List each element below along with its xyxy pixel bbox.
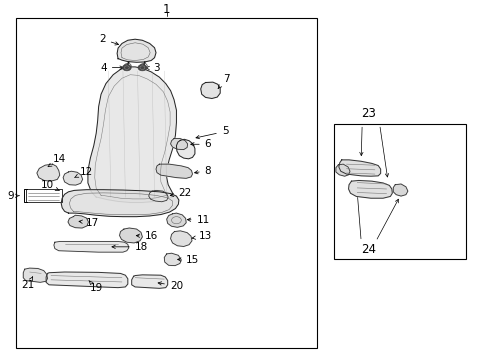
- Text: 22: 22: [170, 188, 191, 198]
- Text: 19: 19: [89, 280, 102, 293]
- Polygon shape: [170, 231, 192, 247]
- Text: 20: 20: [158, 281, 183, 291]
- Text: 16: 16: [136, 231, 158, 241]
- Polygon shape: [164, 253, 181, 266]
- Polygon shape: [338, 160, 380, 176]
- Text: 21: 21: [21, 277, 35, 290]
- Text: 24: 24: [360, 243, 375, 256]
- Polygon shape: [88, 67, 176, 202]
- Polygon shape: [119, 228, 142, 243]
- Text: 7: 7: [218, 74, 229, 89]
- Polygon shape: [117, 39, 156, 62]
- Text: 12: 12: [74, 167, 93, 177]
- Text: 3: 3: [146, 63, 159, 73]
- Text: 18: 18: [112, 242, 148, 252]
- Text: 8: 8: [194, 166, 211, 176]
- Polygon shape: [166, 213, 186, 227]
- Polygon shape: [46, 272, 127, 288]
- Text: 10: 10: [41, 180, 60, 191]
- Text: 17: 17: [79, 218, 99, 228]
- Polygon shape: [68, 215, 88, 228]
- Text: 1: 1: [163, 3, 170, 15]
- Text: 13: 13: [192, 231, 212, 241]
- Polygon shape: [176, 139, 195, 159]
- Text: 6: 6: [190, 139, 211, 149]
- Text: 5: 5: [196, 126, 228, 139]
- Text: 14: 14: [48, 154, 66, 167]
- Text: 4: 4: [100, 63, 123, 73]
- Text: 23: 23: [360, 107, 375, 120]
- Polygon shape: [63, 171, 82, 185]
- Polygon shape: [348, 180, 391, 198]
- Polygon shape: [156, 164, 192, 178]
- Circle shape: [122, 64, 131, 71]
- Polygon shape: [335, 164, 349, 176]
- Text: 15: 15: [177, 255, 198, 265]
- Polygon shape: [131, 275, 167, 288]
- Polygon shape: [148, 190, 168, 202]
- Text: 2: 2: [99, 34, 118, 45]
- Polygon shape: [201, 82, 220, 99]
- Bar: [16, 18, 317, 348]
- Polygon shape: [392, 184, 407, 196]
- Polygon shape: [61, 190, 179, 217]
- Text: 9: 9: [7, 191, 19, 201]
- Polygon shape: [170, 139, 187, 150]
- Bar: [334, 125, 465, 259]
- Circle shape: [138, 64, 146, 71]
- Polygon shape: [23, 268, 47, 282]
- Polygon shape: [54, 242, 128, 252]
- Polygon shape: [37, 164, 60, 181]
- Text: 11: 11: [187, 215, 209, 225]
